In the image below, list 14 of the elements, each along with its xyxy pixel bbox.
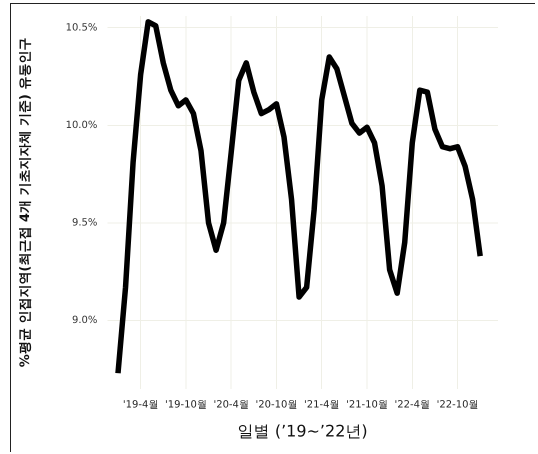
x-tick-label: '21-10월 — [346, 399, 388, 410]
y-tick-label: 9.5% — [72, 217, 98, 228]
y-tick-label: 9.0% — [72, 315, 98, 326]
y-tick-label: 10.0% — [66, 120, 98, 131]
y-tick-label: 10.5% — [66, 22, 98, 34]
x-tick-label: '19-10월 — [164, 399, 207, 410]
y-axis-title: %평균 인접지역(최근접 4개 기초지자체 기준) 유동인구 — [18, 38, 34, 368]
x-tick-label: '19-4월 — [122, 399, 158, 410]
x-tick-label: '22-4월 — [394, 399, 430, 410]
x-axis-title: 일별 (’19~’22년) — [238, 422, 368, 441]
x-tick-label: '21-4월 — [304, 399, 340, 410]
x-tick-label: '20-10월 — [256, 399, 298, 410]
x-tick-label: '22-10월 — [436, 399, 478, 410]
x-tick-label: '20-4월 — [213, 399, 249, 410]
